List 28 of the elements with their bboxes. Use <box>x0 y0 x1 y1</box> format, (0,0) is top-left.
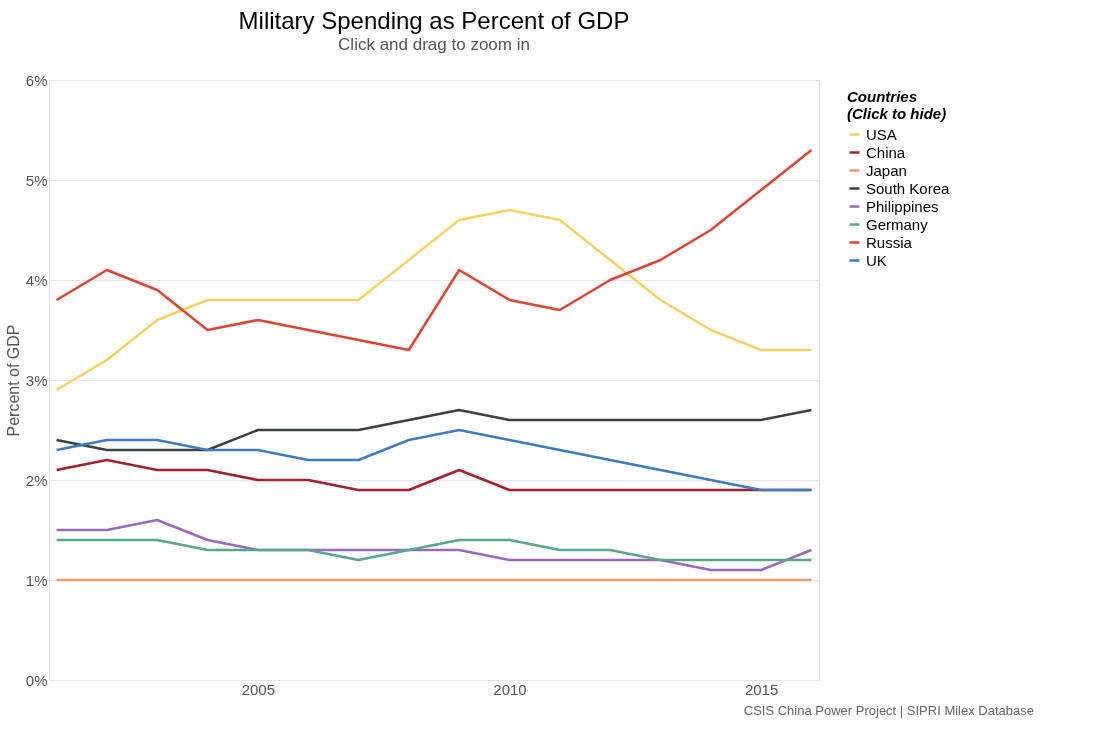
chart-subtitle: Click and drag to zoom in <box>338 35 530 54</box>
line-series <box>55 148 813 352</box>
legend-label: Philippines <box>866 197 939 215</box>
y-tick-label: 4% <box>25 271 48 289</box>
line-series <box>55 408 813 452</box>
legend-label: China <box>866 143 906 161</box>
legend-label: Germany <box>866 215 929 233</box>
x-tick-label: 2010 <box>493 680 527 698</box>
y-tick-label: 3% <box>25 371 48 389</box>
y-tick-label: 0% <box>25 671 48 689</box>
line-series <box>55 428 813 492</box>
y-axis-title: Percent of GDP <box>4 324 22 437</box>
y-tick-label: 2% <box>25 471 48 489</box>
legend-label: Japan <box>866 161 907 179</box>
legend-label: USA <box>866 125 897 143</box>
line-series <box>55 208 813 392</box>
text: (Click to hide) <box>847 105 947 122</box>
legend-label: Russia <box>866 233 913 251</box>
x-tick-label: 2015 <box>744 680 779 698</box>
x-tick-label: 2005 <box>241 680 276 698</box>
legend-label: UK <box>866 251 887 269</box>
legend-label: South Korea <box>866 179 951 197</box>
legend-title: Countries <box>847 88 918 105</box>
y-tick-label: 1% <box>25 571 48 589</box>
text: CSIS China Power Project | SIPRI Milex Database <box>743 703 1034 718</box>
chart-title: Military Spending as Percent of GDP <box>238 7 630 34</box>
y-tick-label: 5% <box>25 171 48 189</box>
y-tick-label: 6% <box>25 71 48 89</box>
